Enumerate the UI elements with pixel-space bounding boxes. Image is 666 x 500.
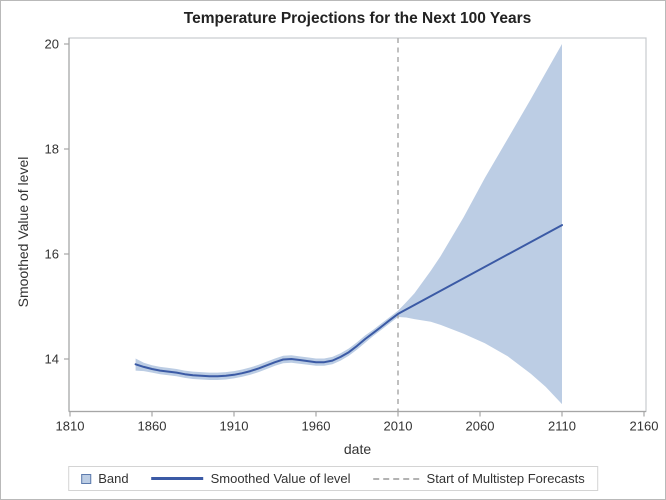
legend-label-smoothed-line: Smoothed Value of level [210, 471, 351, 486]
x-tick-label: 1960 [302, 419, 331, 434]
legend: Band Smoothed Value of level Start of Mu… [68, 466, 598, 491]
y-tick-label: 16 [45, 247, 59, 262]
y-axis-title: Smoothed Value of level [15, 156, 31, 308]
confidence-band [135, 44, 562, 405]
legend-item-band: Band [81, 471, 129, 486]
x-tick-label: 2160 [630, 419, 659, 434]
x-tick-label: 2060 [466, 419, 495, 434]
x-tick-label: 1810 [56, 419, 85, 434]
legend-item-smoothed-line: Smoothed Value of level [151, 471, 351, 486]
x-axis-title: date [343, 441, 372, 457]
x-tick-label: 2010 [384, 419, 413, 434]
y-tick-label: 20 [45, 37, 59, 52]
dashed-line-swatch-icon [373, 477, 420, 480]
x-tick-label: 1910 [220, 419, 249, 434]
line-swatch-icon [151, 477, 204, 480]
y-tick-label: 18 [45, 142, 59, 157]
smoothed-line [134, 224, 563, 378]
chart-title: Temperature Projections for the Next 100… [183, 10, 532, 27]
legend-label-forecast-start: Start of Multistep Forecasts [426, 471, 585, 486]
x-tick-label: 2110 [548, 419, 576, 434]
x-tick-label: 1860 [138, 419, 167, 434]
band-swatch-icon [81, 473, 92, 484]
legend-item-forecast-start: Start of Multistep Forecasts [373, 471, 585, 486]
plot-svg: 1810 1860 1910 1960 2010 2060 2110 2160 14 16 18 20 [45, 37, 659, 434]
y-tick-label: 14 [45, 352, 59, 367]
legend-label-band: Band [98, 471, 129, 486]
